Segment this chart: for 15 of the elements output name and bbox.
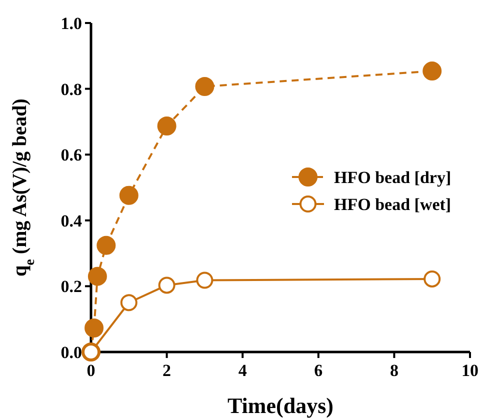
- x-tick-label: 4: [238, 361, 248, 380]
- y-tick-label: 0.2: [60, 277, 82, 296]
- y-tick-label: 0.0: [60, 343, 82, 362]
- y-tick-label: 0.4: [60, 211, 82, 230]
- x-axis-title: Time(days): [228, 393, 334, 418]
- x-tick-label: 6: [314, 361, 323, 380]
- x-tick-label: 10: [462, 361, 478, 380]
- x-tick-label: 0: [86, 361, 96, 380]
- legend-label: HFO bead [wet]: [334, 195, 452, 214]
- x-tick-label: 8: [390, 361, 398, 380]
- x-tick-label: 2: [162, 361, 172, 380]
- y-tick-label: 0.6: [60, 146, 82, 165]
- y-tick-label: 0.8: [60, 80, 82, 99]
- legend-label: HFO bead [dry]: [334, 168, 452, 187]
- y-tick-label: 1.0: [60, 14, 82, 33]
